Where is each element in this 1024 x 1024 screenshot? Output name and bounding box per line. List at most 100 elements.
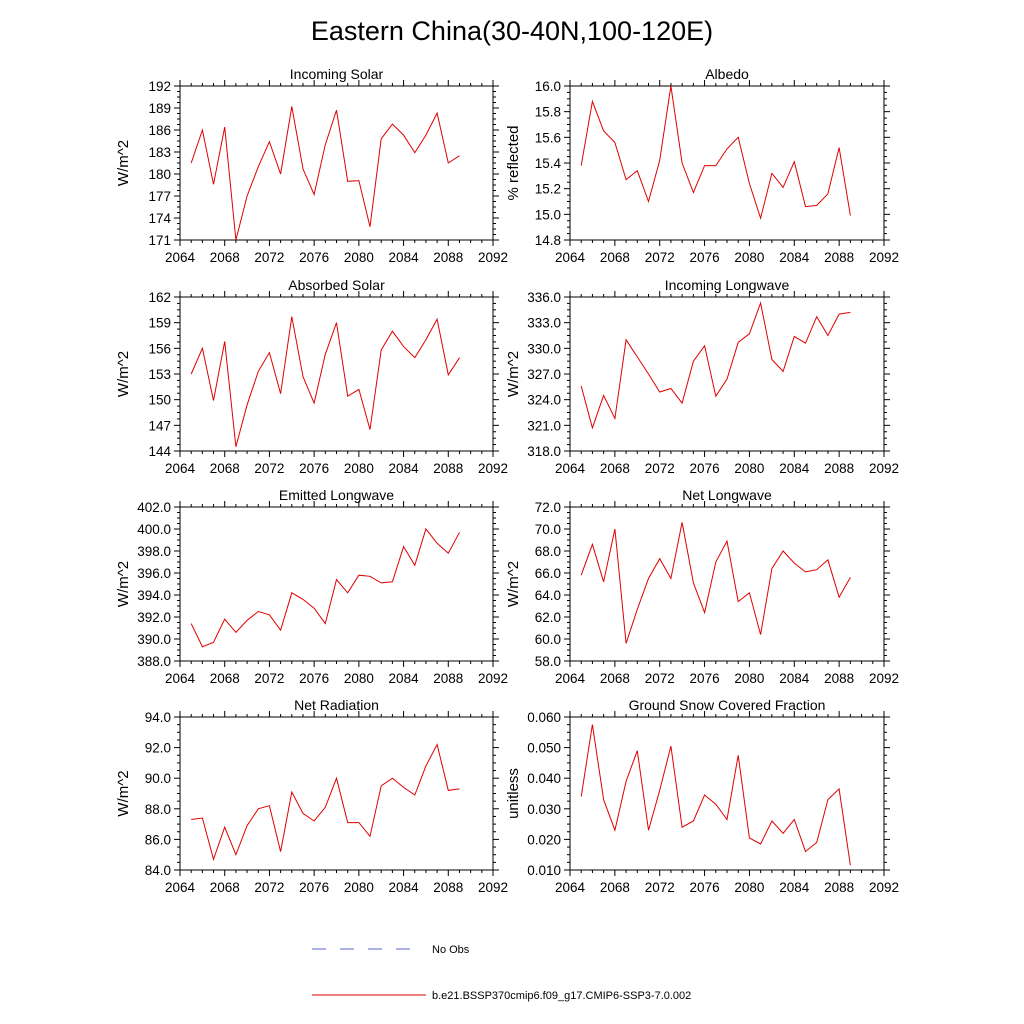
y-tick-label: 156 bbox=[148, 341, 171, 356]
x-tick-label: 2092 bbox=[869, 671, 899, 686]
y-tick-label: 327.0 bbox=[527, 367, 561, 382]
x-tick-label: 2092 bbox=[478, 880, 508, 895]
x-tick-label: 2084 bbox=[389, 880, 420, 895]
y-tick-label: 400.0 bbox=[137, 522, 171, 537]
y-tick-label: 84.0 bbox=[145, 863, 171, 878]
y-tick-label: 330.0 bbox=[527, 341, 561, 356]
x-tick-label: 2072 bbox=[254, 461, 284, 476]
x-tick-label: 2088 bbox=[824, 671, 854, 686]
y-tick-label: 16.0 bbox=[535, 79, 561, 94]
panel-8: Ground Snow Covered Fraction unitless 2064… bbox=[505, 697, 899, 895]
x-tick-label: 2084 bbox=[779, 880, 810, 895]
y-tick-label: 0.060 bbox=[527, 710, 561, 725]
x-tick-label: 2072 bbox=[645, 250, 675, 265]
series-line bbox=[191, 743, 460, 861]
x-tick-label: 2080 bbox=[734, 250, 764, 265]
x-tick-label: 2068 bbox=[210, 461, 240, 476]
x-tick-label: 2092 bbox=[478, 461, 508, 476]
y-axis-label: W/m^2 bbox=[115, 140, 132, 186]
series-line bbox=[580, 724, 851, 866]
x-tick-label: 2088 bbox=[433, 250, 463, 265]
x-tick-label: 2084 bbox=[389, 671, 420, 686]
y-tick-label: 336.0 bbox=[527, 290, 561, 305]
series-line bbox=[190, 106, 460, 241]
series-line bbox=[580, 522, 851, 644]
y-tick-label: 318.0 bbox=[527, 444, 561, 459]
x-tick-label: 2084 bbox=[779, 461, 810, 476]
x-tick-label: 2076 bbox=[299, 671, 329, 686]
y-tick-label: 174 bbox=[148, 211, 171, 226]
plot-frame bbox=[179, 296, 494, 452]
y-tick-label: 0.010 bbox=[527, 863, 561, 878]
y-axis-label: W/m^2 bbox=[505, 561, 522, 607]
x-tick-label: 2076 bbox=[690, 880, 720, 895]
y-tick-label: 66.0 bbox=[535, 566, 561, 581]
x-tick-label: 2088 bbox=[433, 671, 463, 686]
legend-model-label: b.e21.BSSP370cmip6.f09_g17.CMIP6-SSP3-7.… bbox=[432, 990, 691, 1002]
x-tick-label: 2072 bbox=[645, 671, 675, 686]
y-tick-label: 60.0 bbox=[535, 632, 561, 647]
x-tick-label: 2068 bbox=[210, 671, 240, 686]
x-tick-label: 2076 bbox=[299, 461, 329, 476]
panel-title: Incoming Longwave bbox=[665, 277, 790, 293]
y-tick-label: 144 bbox=[148, 444, 171, 459]
x-tick-label: 2088 bbox=[433, 461, 463, 476]
y-tick-label: 14.8 bbox=[535, 233, 561, 248]
y-tick-label: 150 bbox=[148, 393, 171, 408]
y-tick-label: 153 bbox=[148, 367, 171, 382]
x-tick-label: 2068 bbox=[600, 250, 630, 265]
x-tick-label: 2092 bbox=[478, 671, 508, 686]
y-tick-label: 402.0 bbox=[137, 500, 171, 515]
x-tick-label: 2072 bbox=[254, 250, 284, 265]
x-tick-label: 2068 bbox=[210, 880, 240, 895]
y-tick-label: 392.0 bbox=[137, 610, 171, 625]
plot-frame bbox=[569, 716, 885, 871]
y-tick-label: 58.0 bbox=[535, 654, 561, 669]
y-tick-label: 15.6 bbox=[535, 130, 561, 145]
plot-frame bbox=[179, 716, 494, 871]
panel-title: Net Longwave bbox=[682, 487, 772, 503]
legend: No Obs b.e21.BSSP370cmip6.f09_g17.CMIP6-… bbox=[312, 944, 691, 1002]
x-tick-label: 2084 bbox=[389, 461, 420, 476]
x-tick-label: 2080 bbox=[344, 671, 374, 686]
y-tick-label: 90.0 bbox=[145, 771, 171, 786]
x-tick-label: 2080 bbox=[734, 880, 764, 895]
y-tick-label: 186 bbox=[148, 123, 171, 138]
y-tick-label: 159 bbox=[148, 316, 171, 331]
y-axis-label: % reflected bbox=[505, 125, 522, 200]
x-tick-label: 2080 bbox=[344, 250, 374, 265]
y-tick-label: 189 bbox=[148, 101, 171, 116]
y-tick-label: 72.0 bbox=[535, 500, 561, 515]
y-tick-label: 333.0 bbox=[527, 316, 561, 331]
plot-frame bbox=[569, 506, 885, 662]
y-tick-label: 15.2 bbox=[535, 182, 561, 197]
panel-2: Albedo % reflected 2064 2068 2072 2076 2080 208… bbox=[505, 66, 899, 265]
y-tick-label: 183 bbox=[148, 145, 171, 160]
panel-title: Net Radiation bbox=[294, 697, 379, 713]
x-tick-label: 2064 bbox=[555, 461, 586, 476]
x-tick-label: 2076 bbox=[690, 671, 720, 686]
x-tick-label: 2080 bbox=[344, 880, 374, 895]
y-tick-label: 180 bbox=[148, 167, 171, 182]
x-tick-label: 2084 bbox=[779, 671, 810, 686]
panel-4: Incoming Longwave W/m^2 2064 2068 2072 2076 20… bbox=[505, 277, 899, 476]
series-line bbox=[580, 85, 851, 221]
x-tick-label: 2088 bbox=[433, 880, 463, 895]
plot-frame bbox=[179, 85, 494, 241]
x-tick-label: 2072 bbox=[645, 461, 675, 476]
y-tick-label: 324.0 bbox=[527, 393, 561, 408]
panel-7: Net Radiation W/m^2 2064 2068 2072 2076 2080 20… bbox=[115, 697, 508, 895]
y-tick-label: 62.0 bbox=[535, 610, 561, 625]
y-tick-label: 321.0 bbox=[527, 418, 561, 433]
panel-title: Albedo bbox=[705, 66, 749, 82]
x-tick-label: 2088 bbox=[824, 461, 854, 476]
x-tick-label: 2076 bbox=[299, 250, 329, 265]
panels-group: Incoming Solar W/m^2 2064 2068 2072 2076 2080 2… bbox=[115, 66, 899, 895]
x-tick-label: 2080 bbox=[734, 671, 764, 686]
y-tick-label: 171 bbox=[148, 233, 171, 248]
plot-frame bbox=[569, 85, 885, 241]
y-tick-label: 0.050 bbox=[527, 741, 561, 756]
y-tick-label: 0.020 bbox=[527, 832, 561, 847]
panel-title: Ground Snow Covered Fraction bbox=[629, 697, 826, 713]
